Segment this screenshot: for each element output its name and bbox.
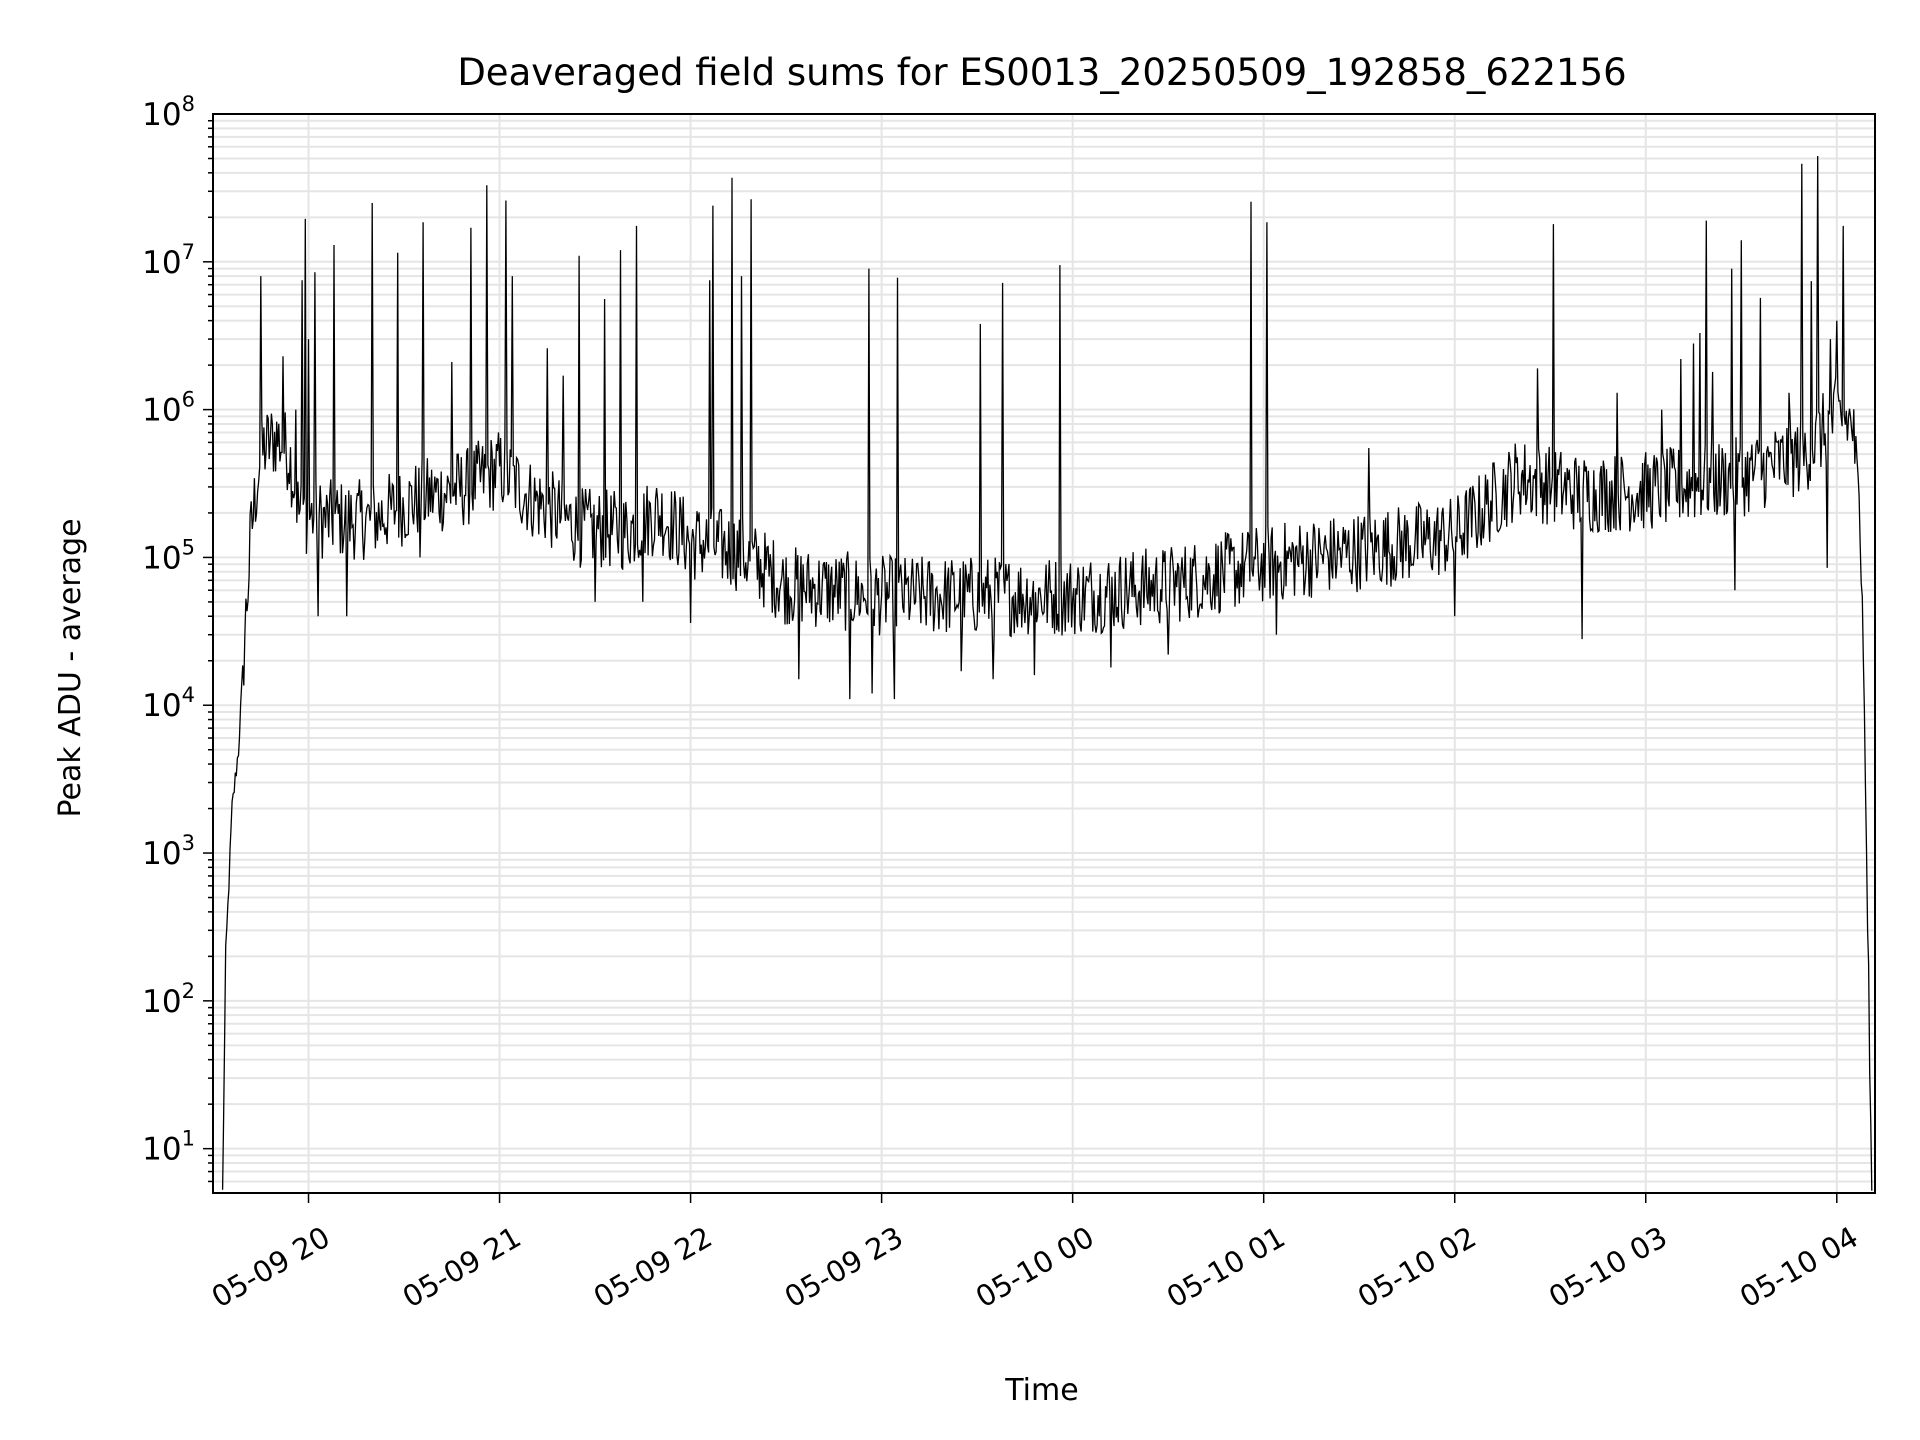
y-axis-label: Peak ADU - average <box>53 518 88 817</box>
y-tick-label: 104 <box>142 683 195 724</box>
y-tick-label: 102 <box>142 979 195 1020</box>
y-tick-label: 105 <box>142 535 195 576</box>
series-line <box>221 155 1873 1191</box>
x-axis-label: Time <box>1004 1373 1078 1408</box>
y-tick-label: 108 <box>142 92 195 133</box>
y-tick-label: 101 <box>142 1127 195 1168</box>
plot-frame <box>212 113 1876 1194</box>
y-tick-label: 106 <box>142 388 195 429</box>
y-tick-label: 103 <box>142 831 195 872</box>
series-group <box>221 155 1873 1191</box>
grid <box>213 114 1875 1193</box>
chart-title: Deaveraged field sums for ES0013_2025050… <box>457 51 1626 94</box>
y-tick-label: 107 <box>142 240 195 281</box>
